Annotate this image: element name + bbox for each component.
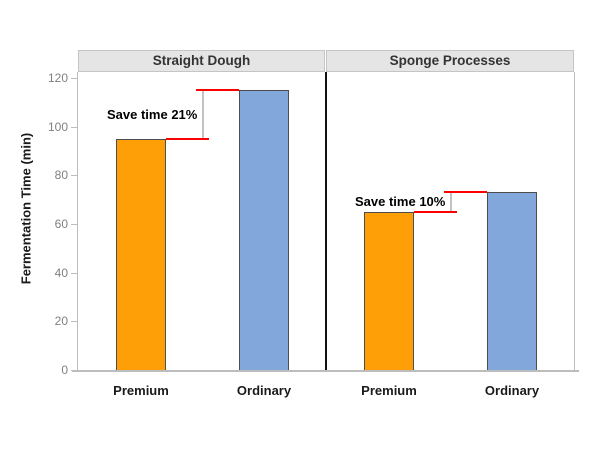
- annotation-line-short-sponge: [414, 210, 457, 213]
- y-tick-mark: [71, 126, 78, 128]
- annotation-label-sponge: Save time 10%: [355, 194, 446, 210]
- bar-ordinary-straight: [239, 90, 289, 370]
- y-tick-label: 80: [54, 168, 68, 183]
- y-tick-mark: [71, 272, 78, 274]
- annotation-line-tall-sponge: [444, 191, 487, 194]
- x-category-label: Premium: [361, 383, 417, 398]
- x-category-label: Premium: [113, 383, 169, 398]
- annotation-label-straight: Save time 21%: [107, 106, 198, 122]
- x-axis-line: [72, 370, 579, 372]
- y-tick-label: 20: [54, 314, 68, 329]
- y-tick-label: 60: [54, 217, 68, 231]
- y-tick-mark: [71, 78, 78, 79]
- y-tick-label: 100: [47, 119, 68, 134]
- y-tick-label: 0: [61, 363, 68, 377]
- panel-header-straight-dough: Straight Dough: [78, 50, 325, 72]
- annotation-line-short-straight: [166, 137, 209, 140]
- plot-border-right: [574, 72, 575, 370]
- y-axis-title: Fermentation Time (min): [18, 132, 34, 285]
- y-tick-label: 40: [54, 265, 68, 280]
- panel-divider-line: [325, 72, 327, 370]
- y-tick-mark: [71, 224, 78, 225]
- annotation-connector-straight: [202, 91, 204, 138]
- annotation-connector-sponge: [450, 193, 452, 211]
- bar-premium-straight: [116, 138, 166, 370]
- y-tick-mark: [71, 321, 78, 323]
- bar-ordinary-sponge: [487, 192, 537, 370]
- plot-border-left: [77, 72, 78, 370]
- annotation-line-tall-straight: [196, 89, 239, 92]
- y-tick-mark: [71, 175, 78, 177]
- panel-header-sponge-processes: Sponge Processes: [326, 50, 574, 72]
- bar-premium-sponge: [364, 211, 414, 370]
- y-tick-mark: [71, 370, 78, 371]
- y-tick-label: 120: [47, 71, 68, 85]
- x-category-label: Ordinary: [484, 383, 540, 398]
- x-category-label: Ordinary: [236, 383, 292, 398]
